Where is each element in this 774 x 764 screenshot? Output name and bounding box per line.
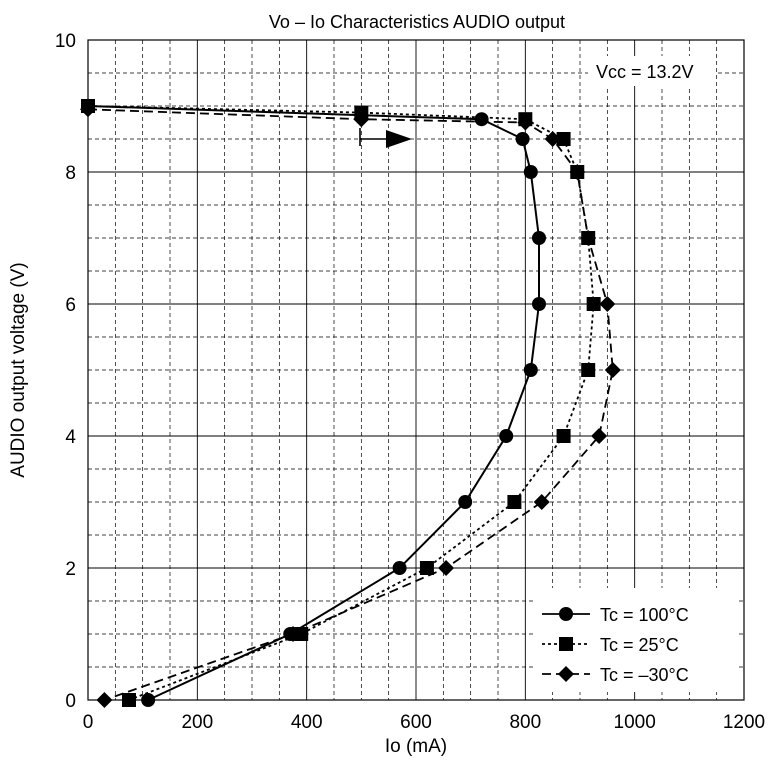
x-axis-label: Io (mA) xyxy=(385,736,447,757)
y-tick-label: 0 xyxy=(65,691,76,712)
data-point-square xyxy=(559,637,573,651)
y-axis-label: AUDIO output voltage (V) xyxy=(8,262,29,477)
data-point-square xyxy=(420,561,434,575)
data-point-circle xyxy=(141,693,155,707)
x-tick-label: 200 xyxy=(181,712,213,733)
data-point-circle xyxy=(499,429,513,443)
y-tick-label: 6 xyxy=(65,295,76,316)
y-tick-label: 4 xyxy=(65,427,76,448)
y-tick-labels: 0 2 4 6 8 10 xyxy=(55,31,77,712)
y-tick-label: 2 xyxy=(65,559,76,580)
data-point-diamond xyxy=(438,560,454,576)
y-tick-label: 8 xyxy=(65,163,76,184)
data-point-circle xyxy=(458,495,472,509)
data-point-circle xyxy=(516,132,530,146)
data-point-diamond xyxy=(599,296,615,312)
data-point-square xyxy=(581,363,595,377)
data-point-circle xyxy=(524,363,538,377)
data-point-circle xyxy=(524,165,538,179)
data-point-square xyxy=(122,693,136,707)
legend: Tc = 100°C Tc = 25°C Tc = –30°C xyxy=(534,588,738,692)
data-point-circle xyxy=(532,297,546,311)
vcc-annotation: Vcc = 13.2V xyxy=(596,62,694,82)
x-tick-label: 1000 xyxy=(614,712,656,733)
data-point-circle xyxy=(393,561,407,575)
data-point-circle xyxy=(532,231,546,245)
legend-label: Tc = 100°C xyxy=(600,605,689,625)
data-point-circle xyxy=(475,112,489,126)
x-tick-label: 600 xyxy=(400,712,432,733)
x-tick-label: 0 xyxy=(83,712,94,733)
x-tick-labels: 0 200 400 600 800 1000 1200 xyxy=(83,712,765,733)
x-tick-label: 1200 xyxy=(723,712,765,733)
legend-label: Tc = –30°C xyxy=(600,665,689,685)
y-tick-label: 10 xyxy=(55,31,76,52)
x-tick-label: 400 xyxy=(291,712,323,733)
direction-arrow-icon xyxy=(360,128,412,148)
chart-title: Vo – Io Characteristics AUDIO output xyxy=(269,12,565,32)
x-tick-label: 800 xyxy=(509,712,541,733)
data-point-square xyxy=(507,495,521,509)
data-point-square xyxy=(587,297,601,311)
data-point-circle xyxy=(559,607,573,621)
legend-label: Tc = 25°C xyxy=(600,635,679,655)
data-point-square xyxy=(557,429,571,443)
data-point-diamond xyxy=(96,692,112,708)
